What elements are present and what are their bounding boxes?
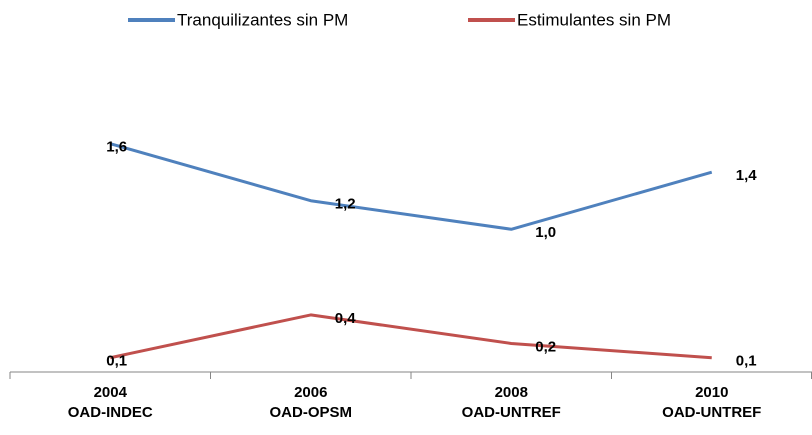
series-line — [109, 313, 712, 360]
data-label: 0,2 — [535, 338, 556, 355]
legend-label: Estimulantes sin PM — [517, 10, 671, 29]
data-label: 0,4 — [335, 310, 357, 327]
data-label: 1,2 — [335, 196, 356, 213]
x-tick-label: OAD-UNTREF — [462, 404, 561, 421]
series-line — [109, 142, 713, 231]
legend-label: Tranquilizantes sin PM — [177, 10, 348, 29]
x-tick-label: 2008 — [495, 384, 528, 401]
x-tick-label: 2006 — [294, 384, 327, 401]
x-tick-label: 2004 — [94, 384, 128, 401]
data-label: 1,6 — [106, 139, 127, 156]
x-tick-label: OAD-OPSM — [270, 404, 353, 421]
data-label: 1,0 — [535, 224, 556, 241]
data-label: 1,4 — [736, 167, 758, 184]
data-label: 0,1 — [736, 353, 757, 370]
x-tick-label: 2010 — [695, 384, 728, 401]
data-label: 0,1 — [106, 353, 127, 370]
x-tick-label: OAD-UNTREF — [662, 404, 761, 421]
x-tick-label: OAD-INDEC — [68, 404, 153, 421]
